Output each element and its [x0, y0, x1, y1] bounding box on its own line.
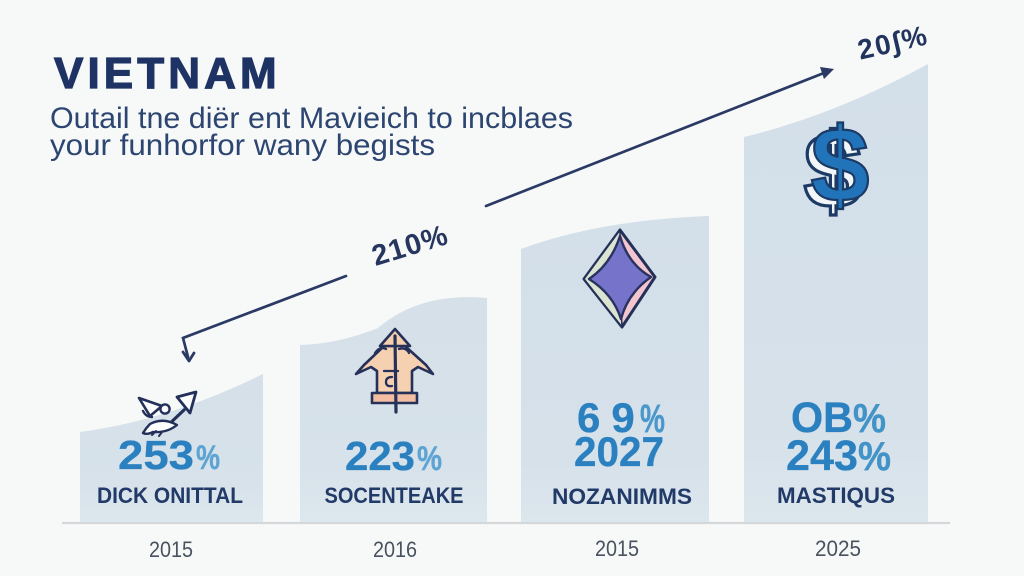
- svg-text:NOZANIMMS: NOZANIMMS: [552, 484, 692, 509]
- svg-text:$: $: [804, 112, 863, 230]
- svg-text:223: 223: [345, 433, 415, 479]
- svg-text:VIETNAM: VIETNAM: [54, 49, 281, 98]
- svg-text:243: 243: [786, 432, 858, 480]
- svg-text:2025: 2025: [815, 536, 861, 561]
- svg-text:$: $: [811, 106, 870, 224]
- svg-text:Outail tne diër ent Mavieich t: Outail tne diër ent Mavieich to incblaes: [50, 102, 573, 135]
- svg-text:%: %: [858, 433, 891, 479]
- svg-text:DICK ONITTAL: DICK ONITTAL: [97, 483, 243, 508]
- svg-text:2027: 2027: [574, 428, 664, 475]
- svg-text:2015: 2015: [149, 537, 193, 562]
- svg-text:MASTIQUS: MASTIQUS: [777, 483, 895, 508]
- svg-text:SOCENTEAKE: SOCENTEAKE: [325, 483, 464, 508]
- svg-text:69: 69: [577, 394, 646, 441]
- svg-text:%: %: [417, 440, 442, 478]
- svg-text:your funhorfor wany begists: your funhorfor wany begists: [50, 129, 435, 162]
- svg-text:253: 253: [118, 432, 194, 478]
- svg-text:2015: 2015: [595, 536, 639, 561]
- svg-text:%: %: [853, 395, 886, 441]
- svg-text:OB: OB: [791, 394, 853, 442]
- svg-text:%: %: [196, 439, 220, 477]
- svg-text:2016: 2016: [373, 537, 417, 562]
- svg-text:%: %: [640, 397, 665, 441]
